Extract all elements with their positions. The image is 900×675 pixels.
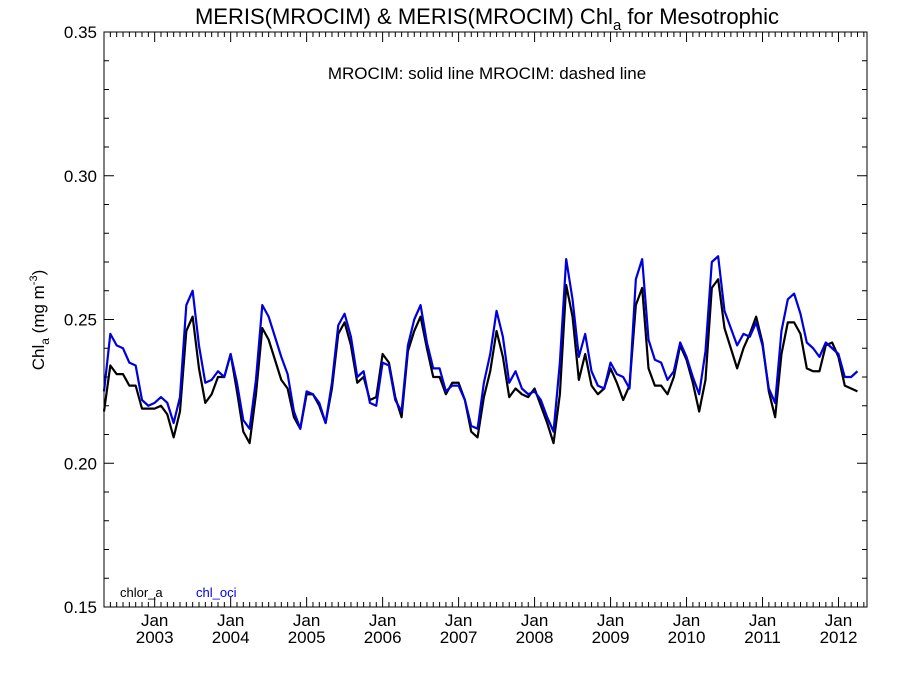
x-tick-month-label: Jan <box>597 611 624 630</box>
legend-chlor-a: chlor_a <box>120 585 163 600</box>
x-tick-year-label: 2008 <box>516 628 554 647</box>
x-tick-month-label: Jan <box>673 611 700 630</box>
y-tick-label: 0.15 <box>64 598 97 617</box>
x-tick-year-label: 2009 <box>592 628 630 647</box>
x-tick-month-label: Jan <box>521 611 548 630</box>
x-tick-month-label: Jan <box>141 611 168 630</box>
x-tick-year-label: 2004 <box>212 628 250 647</box>
y-tick-label: 0.20 <box>64 454 97 473</box>
x-tick-year-label: 2010 <box>668 628 706 647</box>
x-tick-month-label: Jan <box>445 611 472 630</box>
x-tick-month-label: Jan <box>293 611 320 630</box>
x-tick-year-label: 2012 <box>820 628 858 647</box>
x-tick-month-label: Jan <box>749 611 776 630</box>
series-line-chlor-a <box>102 278 858 445</box>
x-tick-month-label: Jan <box>825 611 852 630</box>
x-tick-month-label: Jan <box>217 611 244 630</box>
y-tick-label: 0.30 <box>64 167 97 186</box>
x-tick-year-label: 2007 <box>440 628 478 647</box>
x-tick-year-label: 2003 <box>136 628 174 647</box>
series-line-chl-oci <box>102 255 859 433</box>
x-tick-year-label: 2005 <box>288 628 326 647</box>
y-axis-label: Chla (mg m-3) <box>28 270 52 371</box>
legend-chl-oci: chl_oci <box>196 585 237 600</box>
series-lines <box>102 255 859 445</box>
y-tick-label: 0.35 <box>64 23 97 42</box>
axes: 0.150.200.250.300.35Jan2003Jan2004Jan200… <box>64 23 868 647</box>
x-tick-year-label: 2006 <box>364 628 402 647</box>
plot-frame <box>103 31 868 608</box>
chart-title: MERIS(MROCIM) & MERIS(MROCIM) Chla for M… <box>195 4 779 34</box>
y-tick-label: 0.25 <box>64 311 97 330</box>
x-tick-year-label: 2011 <box>744 628 781 647</box>
line-style-note: MROCIM: solid line MROCIM: dashed line <box>328 64 646 83</box>
x-tick-month-label: Jan <box>369 611 396 630</box>
